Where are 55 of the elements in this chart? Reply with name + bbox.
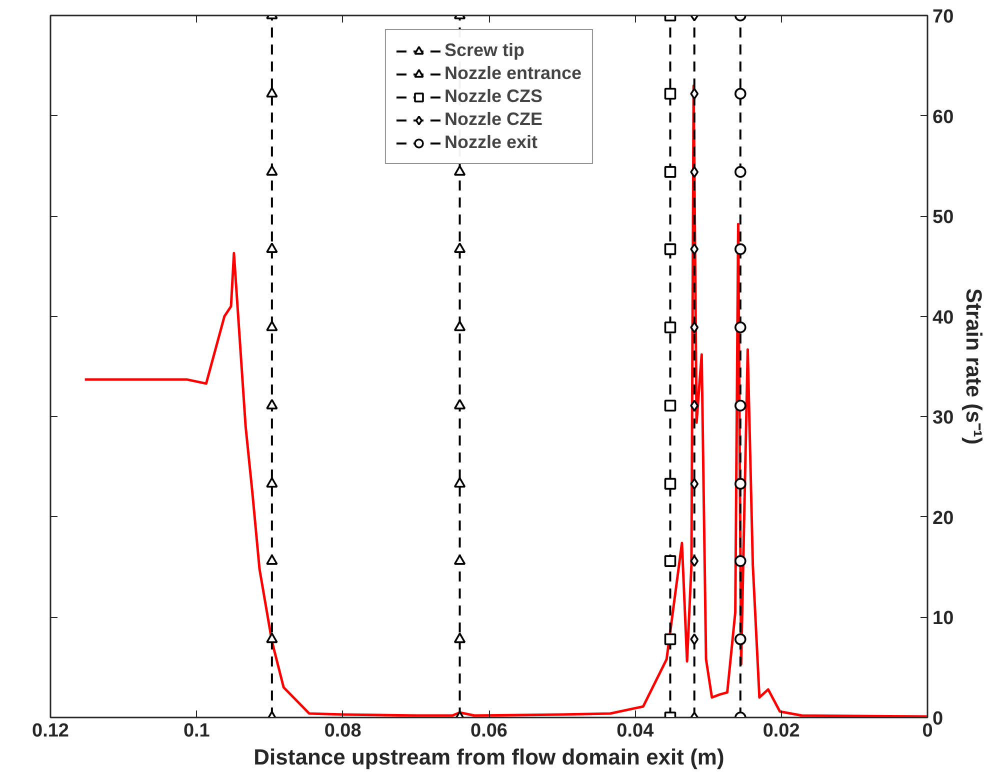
point	[690, 633, 699, 646]
x-tick-label: 0.02	[762, 720, 800, 742]
point	[734, 400, 746, 412]
point	[690, 555, 699, 567]
point	[664, 400, 676, 412]
legend-label: Nozzle entrance	[444, 63, 582, 84]
point	[690, 478, 699, 490]
point	[664, 88, 676, 100]
point	[266, 398, 278, 410]
point	[266, 320, 278, 332]
point	[690, 88, 699, 100]
point	[454, 477, 466, 488]
point	[664, 478, 676, 490]
point	[454, 632, 466, 644]
y-tick-label: 60	[932, 106, 954, 128]
point	[266, 554, 278, 565]
point	[734, 166, 746, 178]
y-axis-title: Strain rate (s⁻¹)	[962, 288, 987, 445]
point	[734, 478, 746, 490]
x-tick-label: 0.08	[324, 720, 362, 742]
legend-label: Nozzle exit	[444, 132, 538, 153]
y-tick-label: 40	[932, 307, 954, 328]
legend-label: Nozzle CZS	[444, 86, 542, 107]
x-tick-label: 0.1	[183, 720, 210, 742]
line-series	[84, 84, 928, 718]
point	[454, 554, 466, 565]
point	[266, 477, 278, 488]
point	[690, 400, 699, 412]
point	[734, 243, 746, 256]
legend-label: Screw tip	[444, 40, 525, 61]
legend-label: Nozzle CZE	[444, 109, 542, 130]
point	[734, 88, 746, 100]
point	[734, 633, 746, 646]
point	[664, 555, 676, 567]
y-tick-label: 20	[932, 508, 954, 529]
x-axis-title: Distance upstream from flow domain exit (m)	[254, 744, 724, 770]
y-tick-label: 10	[932, 608, 954, 630]
y-tick-label: 50	[932, 207, 954, 228]
point	[690, 166, 699, 178]
x-tick-label: 0.06	[470, 720, 508, 742]
point	[664, 321, 676, 334]
x-tick-label: 0.12	[32, 720, 69, 742]
point	[664, 243, 676, 256]
point	[266, 632, 278, 644]
x-tick-label: 0.04	[616, 720, 654, 742]
point	[734, 555, 746, 567]
y-tick-label: 30	[932, 408, 954, 429]
point	[664, 633, 676, 646]
point	[690, 321, 699, 334]
point	[664, 166, 676, 178]
point	[454, 398, 466, 410]
point	[454, 320, 466, 332]
point	[690, 243, 699, 256]
y-tick-label: 70	[932, 6, 954, 28]
point	[734, 322, 746, 334]
